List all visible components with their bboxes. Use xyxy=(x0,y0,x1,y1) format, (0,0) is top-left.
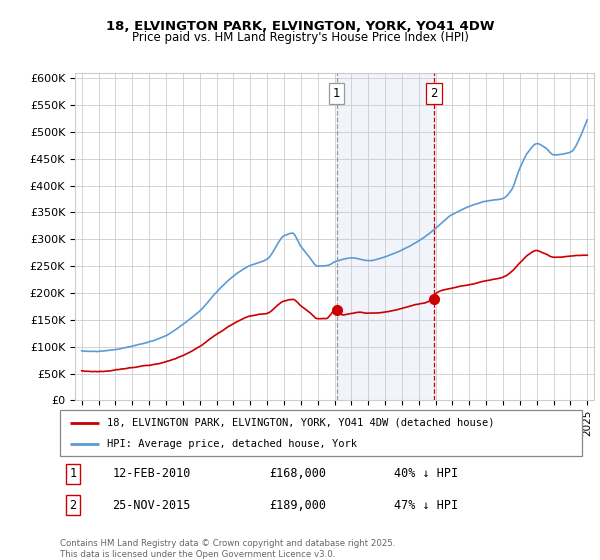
Text: 2: 2 xyxy=(70,498,77,512)
Text: 12-FEB-2010: 12-FEB-2010 xyxy=(112,468,191,480)
Text: 2: 2 xyxy=(430,87,437,100)
Text: 1: 1 xyxy=(333,87,340,100)
Text: 18, ELVINGTON PARK, ELVINGTON, YORK, YO41 4DW (detached house): 18, ELVINGTON PARK, ELVINGTON, YORK, YO4… xyxy=(107,418,494,428)
Text: 1: 1 xyxy=(70,468,77,480)
Text: 18, ELVINGTON PARK, ELVINGTON, YORK, YO41 4DW: 18, ELVINGTON PARK, ELVINGTON, YORK, YO4… xyxy=(106,20,494,33)
Text: Price paid vs. HM Land Registry's House Price Index (HPI): Price paid vs. HM Land Registry's House … xyxy=(131,31,469,44)
Text: 47% ↓ HPI: 47% ↓ HPI xyxy=(394,498,458,512)
Text: Contains HM Land Registry data © Crown copyright and database right 2025.
This d: Contains HM Land Registry data © Crown c… xyxy=(60,539,395,559)
FancyBboxPatch shape xyxy=(60,410,582,456)
Text: 25-NOV-2015: 25-NOV-2015 xyxy=(112,498,191,512)
Bar xyxy=(337,73,434,400)
Text: £189,000: £189,000 xyxy=(269,498,326,512)
Text: 40% ↓ HPI: 40% ↓ HPI xyxy=(394,468,458,480)
Text: £168,000: £168,000 xyxy=(269,468,326,480)
Text: HPI: Average price, detached house, York: HPI: Average price, detached house, York xyxy=(107,439,357,449)
